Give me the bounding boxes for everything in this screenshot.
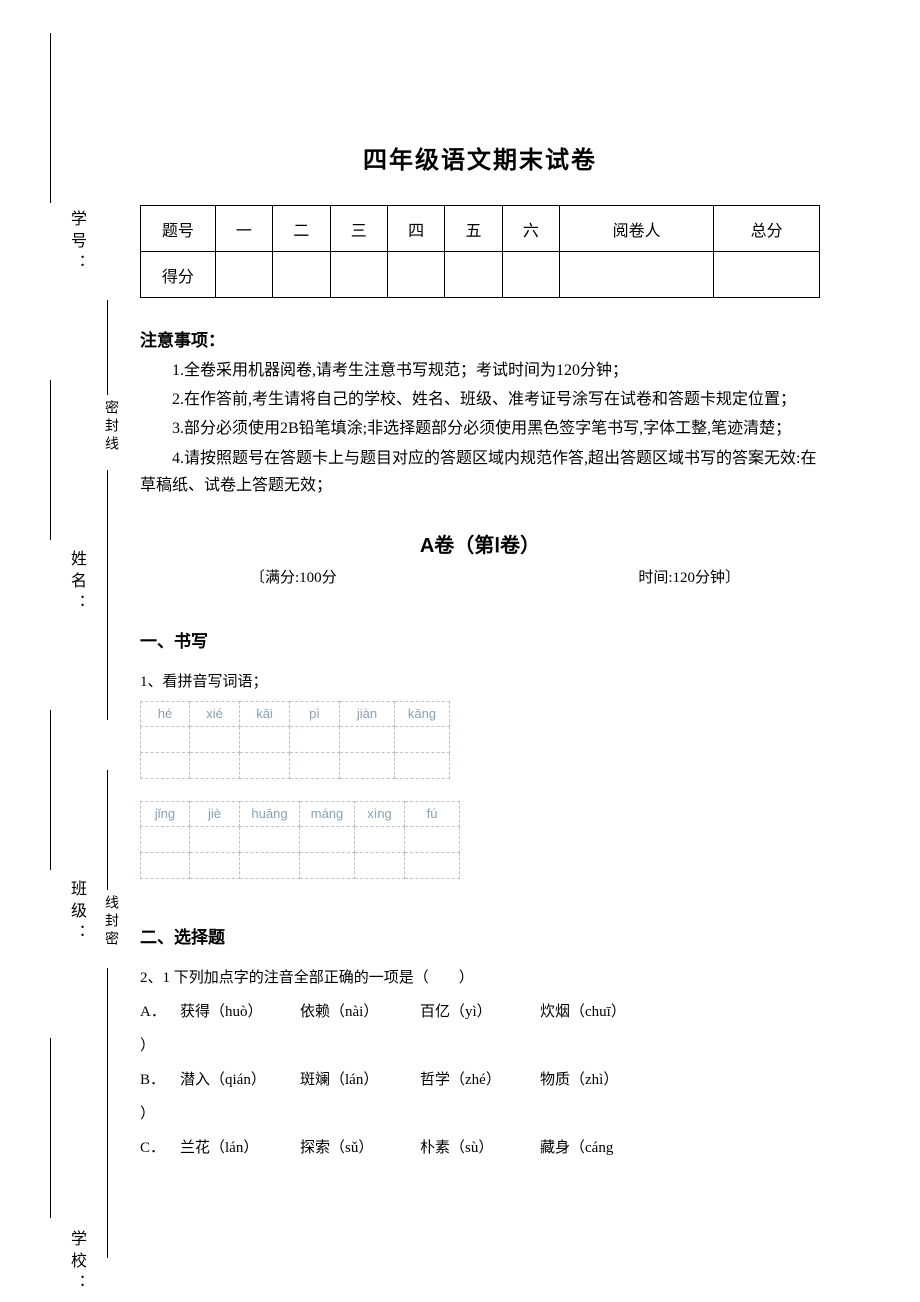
pinyin-cell: xìng — [355, 801, 405, 827]
score-table: 题号 一 二 三 四 五 六 阅卷人 总分 得分 — [140, 205, 820, 298]
pinyin-cell: hé — [140, 701, 190, 727]
sub-info: 〔满分:100分 时间:120分钟〕 — [140, 566, 820, 587]
pinyin-answer-cell[interactable] — [340, 727, 395, 753]
option-close-paren: ） — [140, 1099, 820, 1129]
score-value-label: 得分 — [141, 252, 216, 298]
seal-text-1: 密封线 — [100, 400, 120, 454]
score-col-1: 二 — [273, 206, 330, 252]
pinyin-answer-cell[interactable] — [405, 853, 460, 879]
pinyin-answer-cell[interactable] — [140, 827, 190, 853]
score-cell[interactable] — [215, 252, 272, 298]
pinyin-cell: pì — [290, 701, 340, 727]
score-cell[interactable] — [502, 252, 559, 298]
score-cell[interactable] — [445, 252, 502, 298]
pinyin-cell: huāng — [240, 801, 300, 827]
pinyin-answer-cell[interactable] — [190, 853, 240, 879]
q2-text: 2、1 下列加点字的注音全部正确的一项是（ ） — [140, 966, 820, 987]
score-header-label: 题号 — [141, 206, 216, 252]
seal-line-2a — [107, 770, 108, 890]
score-cell[interactable] — [560, 252, 714, 298]
score-value-row: 得分 — [141, 252, 820, 298]
page-title: 四年级语文期末试卷 — [140, 140, 820, 175]
notice-item: 1.全卷采用机器阅卷,请考生注意书写规范；考试时间为120分钟； — [140, 357, 820, 384]
q2-options: A．获得（huò）依赖（nài）百亿（yì）炊烟（chuī） ） B．潜入（qián… — [140, 997, 820, 1163]
seal-text-2: 线封密 — [100, 895, 120, 949]
option-close-paren: ） — [140, 1031, 820, 1061]
field-label-1: 姓名： — [64, 550, 88, 616]
pinyin-answer-cell[interactable] — [395, 753, 450, 779]
seal-line-1b — [107, 470, 108, 720]
pinyin-cell: kāng — [395, 701, 450, 727]
score-col-6: 阅卷人 — [560, 206, 714, 252]
score-col-7: 总分 — [714, 206, 820, 252]
score-cell[interactable] — [387, 252, 444, 298]
pinyin-answer-cell[interactable] — [340, 753, 395, 779]
field-line-2 — [50, 710, 51, 870]
time-limit: 时间:120分钟〕 — [638, 566, 740, 587]
field-line-1 — [50, 380, 51, 540]
pinyin-grid-1[interactable]: héxiékāipìjiànkāng — [140, 701, 450, 779]
field-line-0 — [50, 33, 51, 203]
score-cell[interactable] — [330, 252, 387, 298]
option-row[interactable]: A．获得（huò）依赖（nài）百亿（yì）炊烟（chuī） — [140, 997, 820, 1027]
pinyin-cell: máng — [300, 801, 355, 827]
pinyin-cell: fú — [405, 801, 460, 827]
notice-item: 4.请按照题号在答题卡上与题目对应的答题区域内规范作答,超出答题区域书写的答案无… — [140, 445, 820, 499]
field-label-0: 学号： — [64, 210, 88, 276]
score-col-5: 六 — [502, 206, 559, 252]
pinyin-answer-cell[interactable] — [405, 827, 460, 853]
section-1-head: 一、书写 — [140, 627, 820, 652]
pinyin-answer-cell[interactable] — [140, 727, 190, 753]
pinyin-answer-cell[interactable] — [240, 853, 300, 879]
binding-margin: 学号： 姓名： 班级： 学校： 密封线 线封密 — [40, 0, 130, 1302]
q1-text: 1、看拼音写词语； — [140, 670, 820, 691]
pinyin-answer-cell[interactable] — [190, 827, 240, 853]
seal-line-1a — [107, 300, 108, 395]
notice-item: 2.在作答前,考生请将自己的学校、姓名、班级、准考证号涂写在试卷和答题卡规定位置… — [140, 386, 820, 413]
score-col-4: 五 — [445, 206, 502, 252]
pinyin-cell: jǐng — [140, 801, 190, 827]
option-row[interactable]: C．兰花（lán）探索（sǔ）朴素（sù）藏身（cáng — [140, 1133, 820, 1163]
pinyin-answer-cell[interactable] — [140, 853, 190, 879]
score-cell[interactable] — [714, 252, 820, 298]
pinyin-answer-cell[interactable] — [395, 727, 450, 753]
pinyin-answer-cell[interactable] — [355, 853, 405, 879]
field-line-3 — [50, 1038, 51, 1218]
section-2-head: 二、选择题 — [140, 923, 820, 948]
notice-heading: 注意事项： — [140, 326, 820, 351]
option-row[interactable]: B．潜入（qián）斑斓（lán）哲学（zhé）物质（zhì） — [140, 1065, 820, 1095]
pinyin-answer-cell[interactable] — [140, 753, 190, 779]
score-col-0: 一 — [215, 206, 272, 252]
pinyin-cell: jiè — [190, 801, 240, 827]
pinyin-cell: jiàn — [340, 701, 395, 727]
score-col-3: 四 — [387, 206, 444, 252]
pinyin-answer-cell[interactable] — [240, 727, 290, 753]
sub-title: A卷（第Ⅰ卷） — [140, 529, 820, 558]
pinyin-answer-cell[interactable] — [190, 753, 240, 779]
field-label-2: 班级： — [64, 880, 88, 946]
pinyin-cell: xié — [190, 701, 240, 727]
score-col-2: 三 — [330, 206, 387, 252]
pinyin-answer-cell[interactable] — [290, 753, 340, 779]
full-score: 〔满分:100分 — [250, 566, 337, 587]
score-header-row: 题号 一 二 三 四 五 六 阅卷人 总分 — [141, 206, 820, 252]
pinyin-answer-cell[interactable] — [300, 853, 355, 879]
pinyin-answer-cell[interactable] — [240, 753, 290, 779]
pinyin-answer-cell[interactable] — [290, 727, 340, 753]
pinyin-cell: kāi — [240, 701, 290, 727]
pinyin-grid-2[interactable]: jǐngjièhuāngmángxìngfú — [140, 801, 460, 879]
page-content: 四年级语文期末试卷 题号 一 二 三 四 五 六 阅卷人 总分 得分 注意事项：… — [140, 0, 820, 1167]
pinyin-answer-cell[interactable] — [355, 827, 405, 853]
pinyin-answer-cell[interactable] — [240, 827, 300, 853]
field-label-3: 学校： — [64, 1230, 88, 1296]
seal-line-2b — [107, 968, 108, 1258]
score-cell[interactable] — [273, 252, 330, 298]
pinyin-answer-cell[interactable] — [300, 827, 355, 853]
notice-item: 3.部分必须使用2B铅笔填涂;非选择题部分必须使用黑色签字笔书写,字体工整,笔迹… — [140, 415, 820, 442]
pinyin-answer-cell[interactable] — [190, 727, 240, 753]
